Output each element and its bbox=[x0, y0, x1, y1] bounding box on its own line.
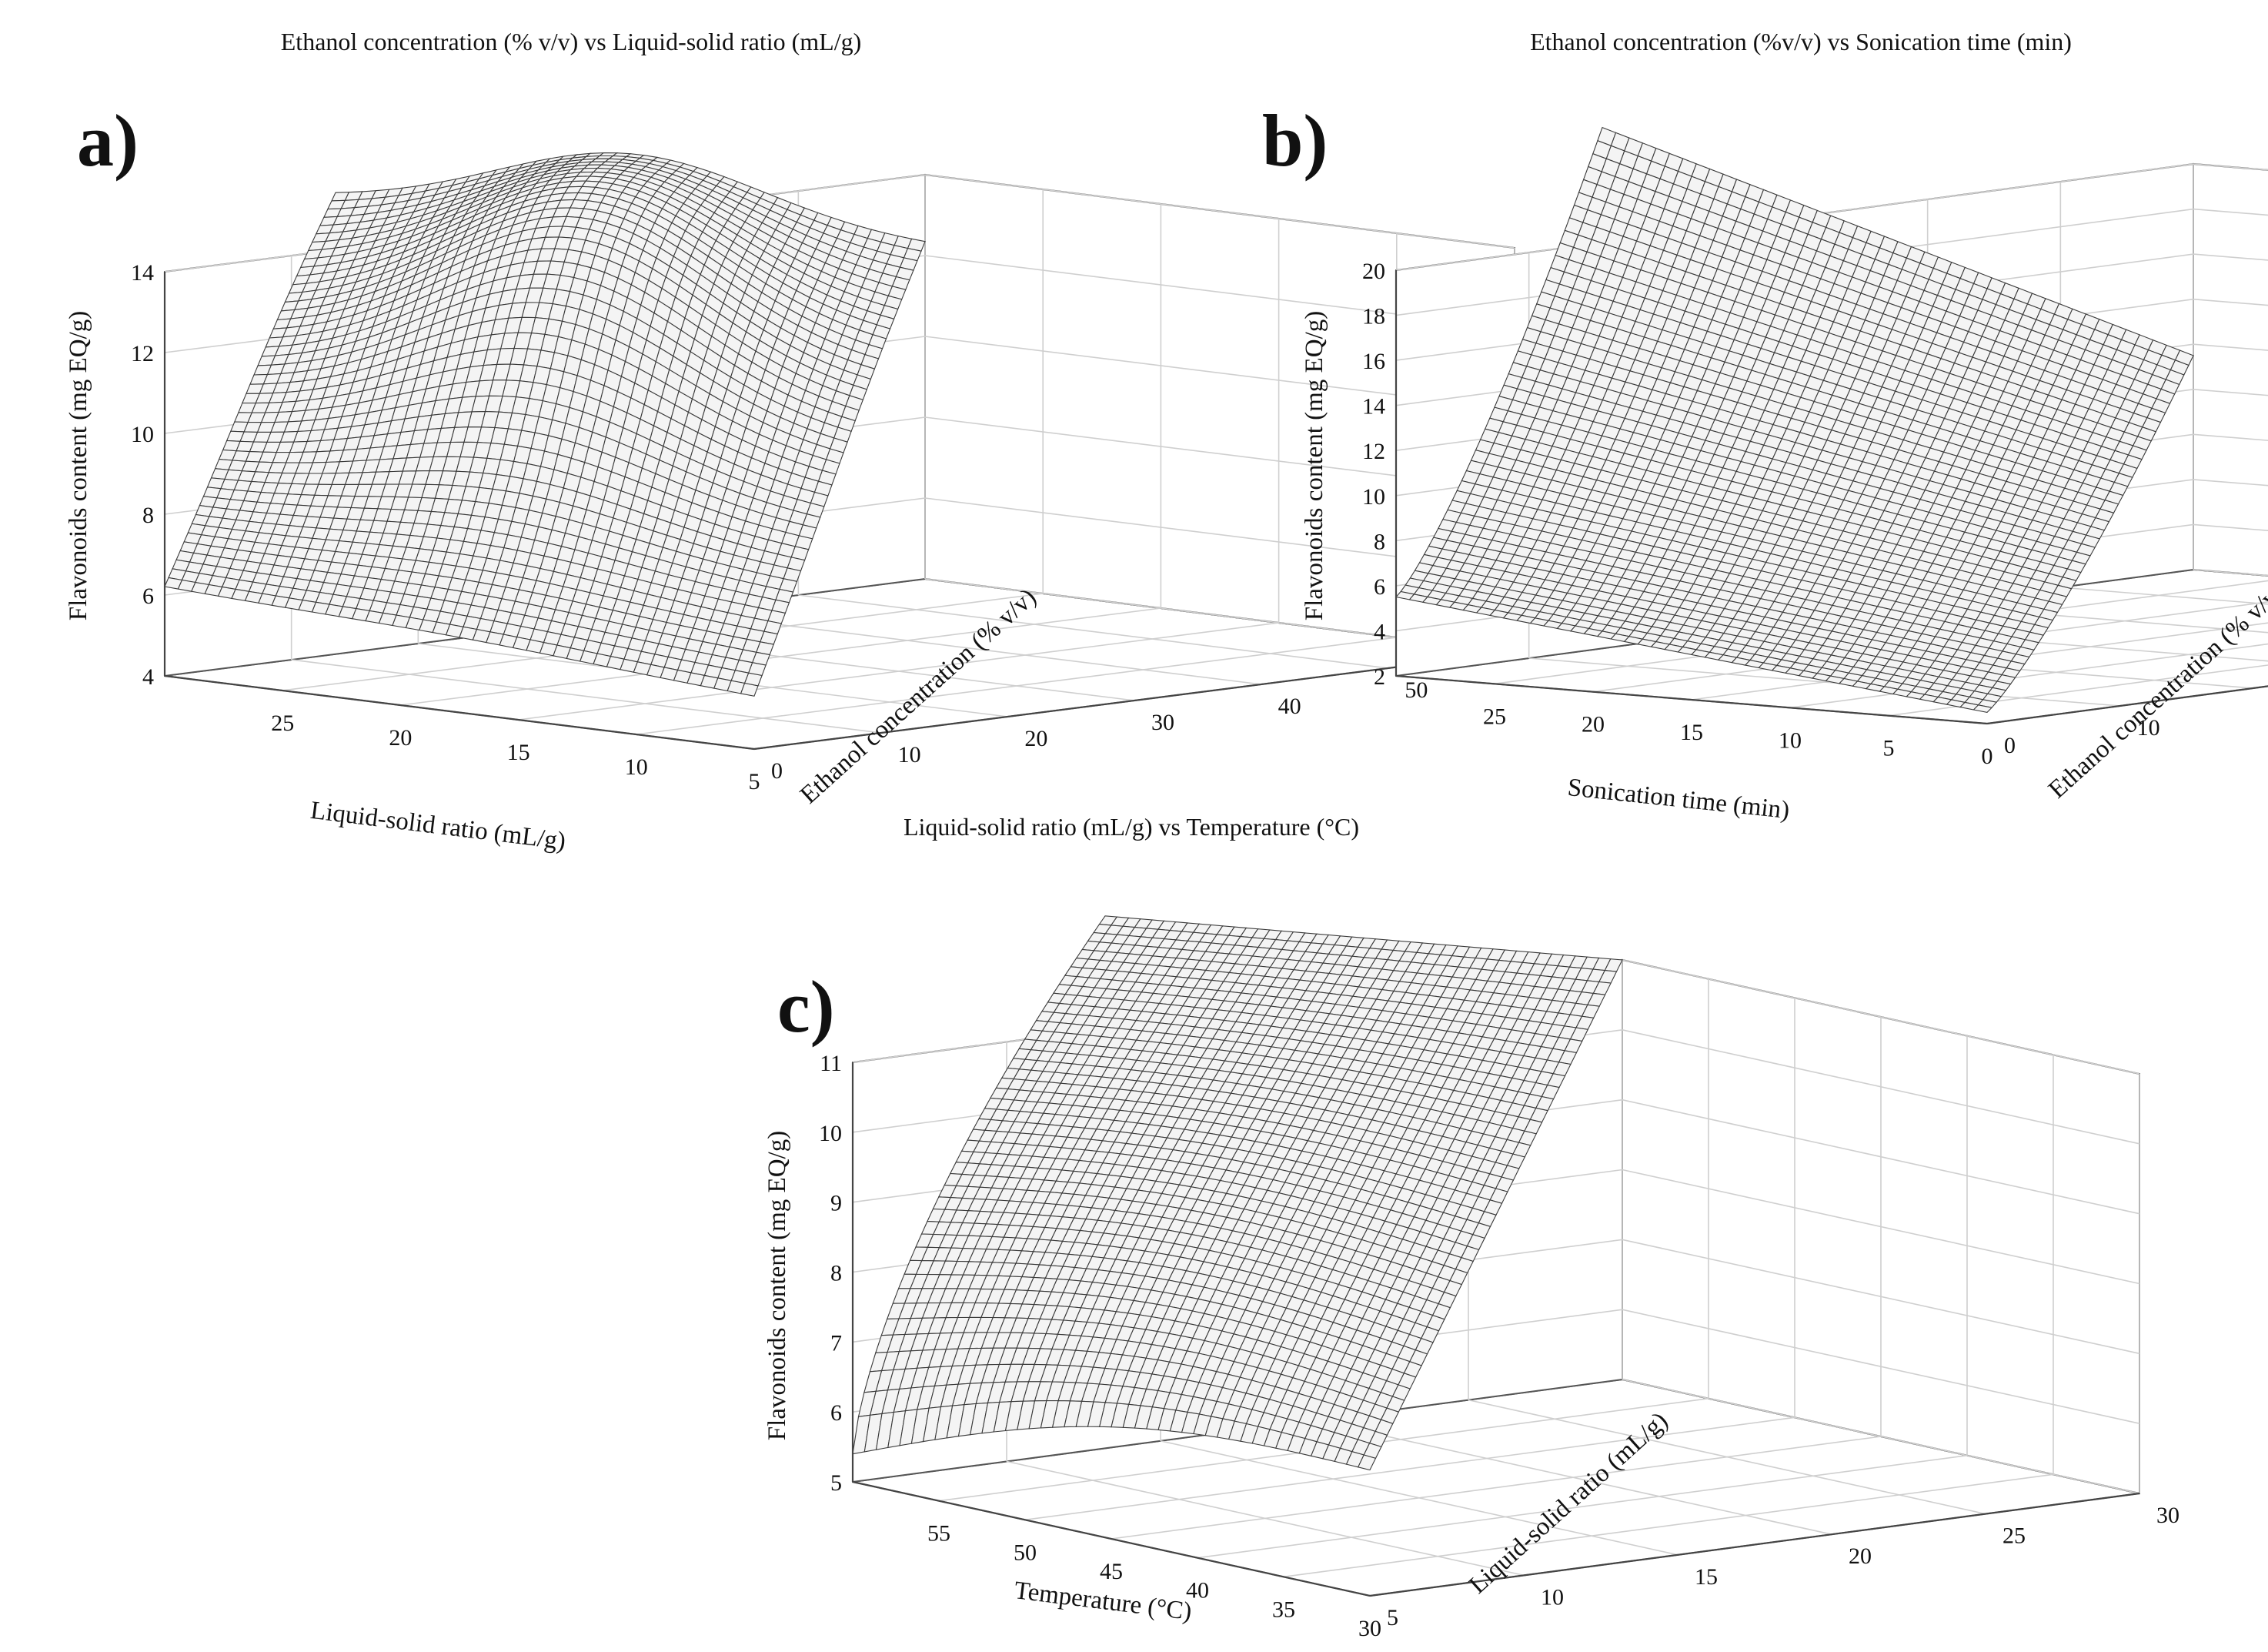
z-tick-label: 20 bbox=[1362, 259, 1385, 284]
z-tick-label: 6 bbox=[1374, 574, 1385, 600]
y-tick-label: 30 bbox=[1151, 710, 1174, 735]
y-tick-label: 10 bbox=[898, 742, 921, 767]
z-tick-label: 8 bbox=[142, 503, 154, 528]
tick-labels: 2520151050102030405060468101214 bbox=[131, 260, 1555, 794]
x-axis-label: Liquid-solid ratio (mL/g) bbox=[309, 797, 567, 855]
y-floor-gridline bbox=[798, 594, 1388, 669]
x-tick-label: 20 bbox=[1582, 712, 1605, 737]
x-tick-label: 5 bbox=[1883, 736, 1895, 761]
panel-label: a) bbox=[77, 99, 139, 182]
surface-mesh bbox=[1395, 126, 2194, 713]
panel-a: 2520151050102030405060468101214Liquid-so… bbox=[65, 28, 1555, 855]
z-tick-label: 10 bbox=[131, 422, 154, 447]
z-tick-label: 16 bbox=[1362, 349, 1385, 374]
x-tick-label: 25 bbox=[1483, 704, 1506, 729]
z-tick-label: 4 bbox=[1374, 619, 1385, 644]
y-tick-label: 0 bbox=[2004, 733, 2016, 758]
panel-label: b) bbox=[1262, 99, 1328, 182]
panel-b: 252015105001020304050602468101214161820S… bbox=[1262, 28, 2268, 824]
x-axis-label: Sonication time (min) bbox=[1566, 774, 1791, 824]
z-tick-label: 4 bbox=[142, 664, 154, 690]
y-tick-label: 0 bbox=[771, 758, 783, 784]
x-tick-label: 15 bbox=[507, 740, 530, 765]
chart-title: Ethanol concentration (%v/v) vs Sonicati… bbox=[1530, 28, 2072, 55]
chart-title: Ethanol concentration (% v/v) vs Liquid-… bbox=[281, 28, 861, 55]
z-tick-label: 10 bbox=[1362, 484, 1385, 510]
z-axis-label: Flavonoids content (mg EQ/g) bbox=[65, 311, 92, 620]
x-tick-label: 10 bbox=[1779, 727, 1802, 753]
x-tick-label: 5 bbox=[749, 769, 760, 794]
y-axis-line bbox=[753, 650, 1515, 751]
x-tick-label: 10 bbox=[625, 754, 648, 780]
z-axis-label: Flavonoids content (mg EQ/g) bbox=[1301, 311, 1328, 620]
y-floor-gridline bbox=[2060, 587, 2268, 605]
z-tick-label: 2 bbox=[1374, 664, 1385, 690]
z-tick-label: 18 bbox=[1362, 304, 1385, 329]
x-tick-label: 25 bbox=[271, 711, 294, 736]
x-axis-line bbox=[164, 674, 755, 751]
y-tick-label: 50 bbox=[1405, 677, 1428, 703]
z-tick-label: 8 bbox=[1374, 529, 1385, 554]
surface-mesh bbox=[164, 152, 926, 697]
z-tick-label: 6 bbox=[142, 584, 154, 609]
z-tick-label: 14 bbox=[1362, 394, 1385, 420]
y-tick-label: 40 bbox=[1278, 694, 1301, 719]
y-floor-gridline bbox=[1528, 657, 2120, 707]
surface-cell bbox=[740, 682, 759, 697]
z-tick-label: 12 bbox=[1362, 439, 1385, 464]
z-tick-label: 14 bbox=[131, 260, 154, 286]
x-tick-label: 20 bbox=[389, 725, 412, 751]
y-tick-label: 20 bbox=[1024, 726, 1047, 751]
x-tick-label: 15 bbox=[1680, 720, 1703, 745]
x-tick-label: 0 bbox=[1982, 744, 1993, 769]
y-floor-gridline bbox=[291, 659, 881, 734]
z-tick-label: 12 bbox=[131, 341, 154, 366]
